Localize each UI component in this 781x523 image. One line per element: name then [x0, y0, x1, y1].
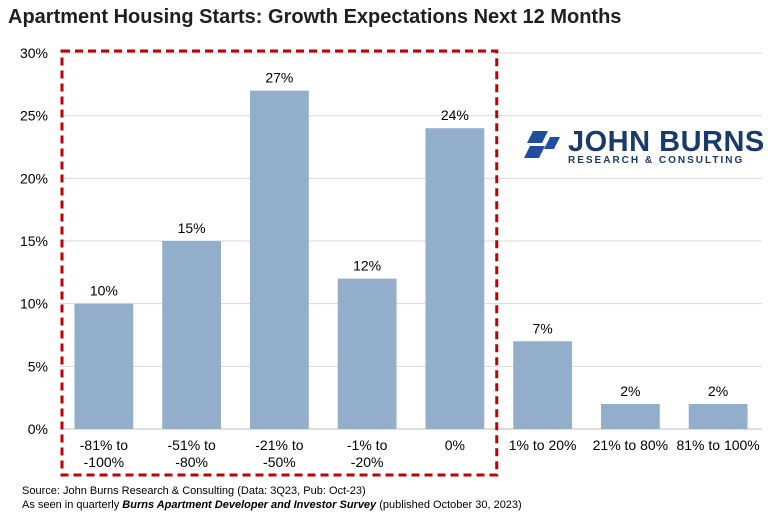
x-tick-label: -21% to -50% [255, 437, 303, 470]
value-labels: 10% 15% 27% 12% 24% 7% 2% 2% [90, 70, 728, 399]
value-label: 2% [708, 383, 728, 399]
value-label: 2% [620, 383, 640, 399]
x-tick-label: 81% to 100% [676, 437, 759, 453]
value-label: 7% [533, 320, 553, 336]
x-axis-ticks: -81% to -100% -51% to -80% -21% to -50% -1% to… [80, 437, 760, 470]
x-tick-label: -1% to -20% [347, 437, 388, 470]
logo-tagline: RESEARCH & CONSULTING [568, 155, 745, 166]
value-label: 10% [90, 283, 118, 299]
chart-title: Apartment Housing Starts: Growth Expecta… [8, 6, 622, 28]
bar [425, 128, 485, 429]
bar [600, 403, 660, 429]
bars [74, 90, 748, 429]
source-line-2: As seen in quarterly Burns Apartment Dev… [22, 499, 522, 511]
value-label: 12% [353, 258, 381, 274]
logo-name: JOHN BURNS [568, 126, 765, 158]
y-axis-ticks: 0% 5% 10% 15% 20% 25% 30% [20, 45, 48, 437]
bar [513, 341, 573, 429]
y-tick-label: 30% [20, 45, 48, 61]
value-label: 27% [265, 70, 293, 86]
bar [249, 90, 309, 429]
source-line-2-suffix: (published October 30, 2023) [376, 499, 522, 511]
x-tick-label: 0% [445, 437, 465, 453]
y-tick-label: 10% [20, 296, 48, 312]
y-tick-label: 15% [20, 233, 48, 249]
bar [337, 278, 397, 429]
source-line-1: Source: John Burns Research & Consulting… [22, 485, 366, 497]
y-tick-label: 0% [28, 421, 48, 437]
x-tick-label: -81% to -100% [80, 437, 128, 470]
y-tick-label: 25% [20, 108, 48, 124]
x-tick-label: -51% to -80% [168, 437, 216, 470]
survey-name: Burns Apartment Developer and Investor S… [122, 499, 377, 511]
bar [162, 241, 222, 429]
bar [74, 303, 134, 429]
bar [688, 403, 748, 429]
y-tick-label: 5% [28, 358, 48, 374]
y-tick-label: 20% [20, 170, 48, 186]
source-line-2-prefix: As seen in quarterly [22, 499, 123, 511]
value-label: 24% [441, 107, 469, 123]
value-label: 15% [178, 220, 206, 236]
logo-mark-icon [524, 131, 560, 158]
x-tick-label: 1% to 20% [509, 437, 577, 453]
x-tick-label: 21% to 80% [593, 437, 669, 453]
john-burns-logo: JOHN BURNS RESEARCH & CONSULTING [524, 126, 764, 170]
